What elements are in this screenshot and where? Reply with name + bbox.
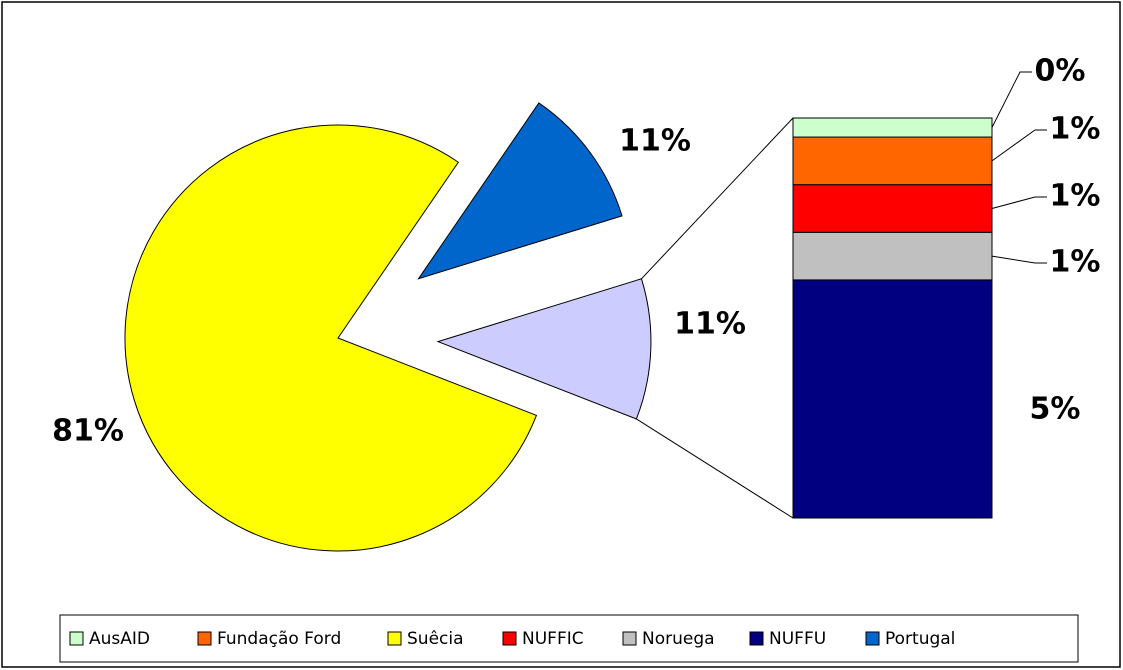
- connector: [636, 418, 794, 519]
- legend-swatch: [865, 631, 880, 646]
- legend-swatch: [502, 631, 517, 646]
- segment-label: 1%: [1050, 112, 1101, 147]
- bar-segment: [792, 279, 993, 519]
- bar-segment: [792, 117, 993, 138]
- segment-label: 1%: [1050, 179, 1101, 214]
- legend-swatch: [622, 631, 637, 646]
- legend-swatch: [749, 631, 764, 646]
- legend-label: Noruega: [642, 629, 715, 649]
- pie-slice: [417, 102, 623, 280]
- connector: [641, 117, 794, 280]
- segment-label: 1%: [1050, 245, 1101, 280]
- leader-line: [991, 71, 1032, 128]
- pie-slice: [124, 124, 538, 552]
- legend-label: Portugal: [885, 629, 955, 649]
- slice-label: 11%: [619, 124, 691, 159]
- legend-label: NUFFIC: [522, 629, 584, 649]
- legend-label: AusAID: [89, 629, 150, 649]
- leader-line: [991, 129, 1047, 162]
- legend-box: [59, 614, 1079, 663]
- legend-swatch: [69, 631, 84, 646]
- legend-swatch: [197, 631, 212, 646]
- slice-label: 81%: [52, 414, 124, 449]
- leader-line: [991, 196, 1047, 209]
- slice-label: 11%: [674, 307, 746, 342]
- legend-label: Suêcia: [407, 629, 464, 649]
- pie-slice: [436, 278, 652, 420]
- legend-label: NUFFU: [769, 629, 826, 649]
- bar-segment: [792, 136, 993, 186]
- legend-label: Fundação Ford: [217, 629, 341, 649]
- segment-label: 0%: [1035, 54, 1086, 89]
- leader-line: [991, 255, 1047, 264]
- legend-swatch: [387, 631, 402, 646]
- segment-label: 5%: [1030, 392, 1081, 427]
- bar-segment: [792, 184, 993, 233]
- bar-segment: [792, 231, 993, 281]
